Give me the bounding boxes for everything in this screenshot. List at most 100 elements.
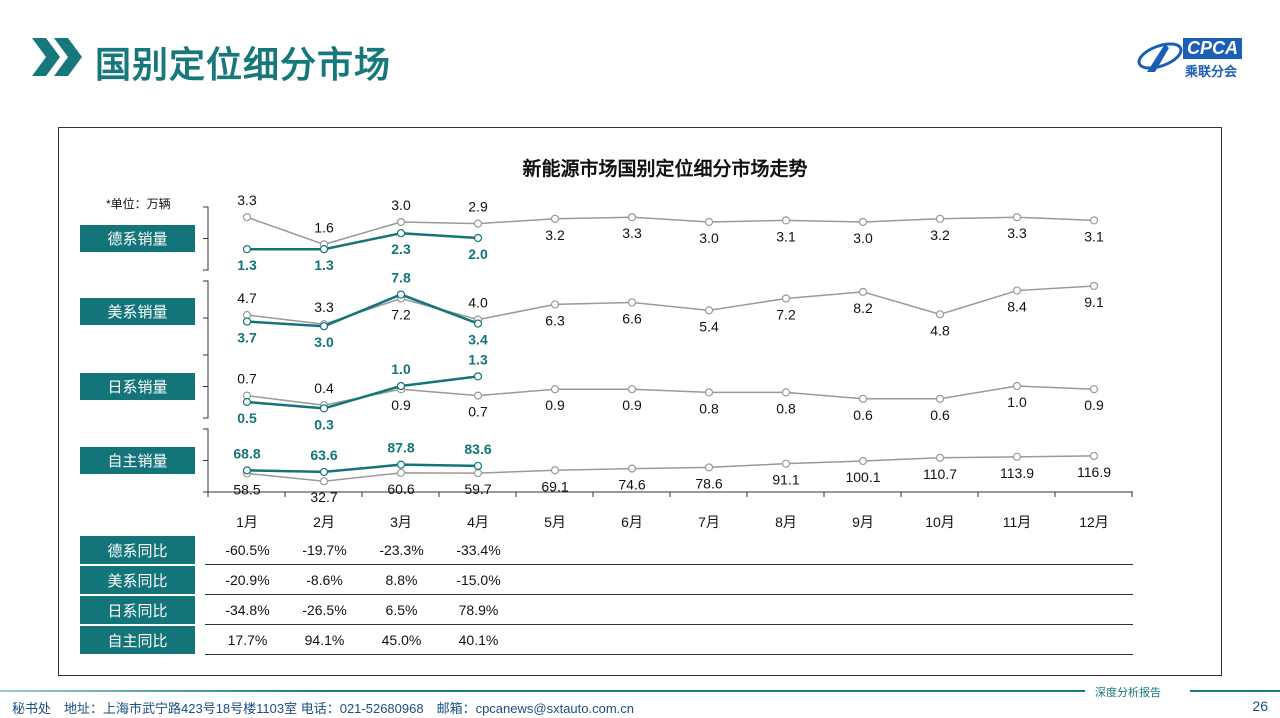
line-chart: 1月 2月 3月 4月 5月 6月 7月 8月 9月 10月 11月 12月 3.3 1.6 3.0 2.9 3… [203, 192, 1133, 530]
data-label: 91.1 [772, 472, 799, 488]
panel-label-german: 德系销量 [80, 225, 195, 252]
data-point [473, 219, 483, 228]
data-label: 4.8 [930, 322, 950, 338]
data-point [473, 319, 483, 328]
x-tick-label: 9月 [852, 514, 874, 530]
x-tick-label: 5月 [544, 514, 566, 530]
data-point [242, 317, 252, 326]
data-point [858, 456, 868, 466]
data-label: 0.4 [314, 380, 334, 396]
data-label: 1.3 [237, 257, 257, 273]
x-tick-label: 8月 [775, 514, 797, 530]
data-label: 3.3 [1007, 225, 1027, 241]
footer-tag: 深度分析报告 [1095, 686, 1161, 699]
data-label: 3.0 [314, 334, 334, 350]
data-label: 60.6 [387, 481, 414, 497]
data-label: 32.7 [310, 489, 337, 505]
data-point [704, 388, 714, 397]
data-label: 3.0 [391, 197, 411, 213]
data-point [242, 466, 252, 475]
data-point [627, 464, 637, 473]
data-label: 100.1 [845, 469, 880, 485]
data-point [319, 245, 329, 254]
data-point [1012, 213, 1022, 222]
data-point [396, 229, 406, 238]
data-label: 63.6 [310, 447, 337, 463]
data-label: 3.3 [622, 225, 642, 241]
table-cell: 6.5% [385, 602, 418, 618]
table-row-header: 日系同比 [80, 596, 195, 624]
data-point [396, 217, 406, 227]
data-point [396, 468, 406, 477]
x-tick-label: 2月 [313, 514, 335, 530]
data-point [858, 394, 868, 403]
table-cell: 45.0% [381, 632, 422, 648]
table-cell: 17.7% [227, 632, 268, 648]
data-label: 68.8 [233, 445, 260, 461]
data-point [935, 453, 945, 462]
table-cell: -19.7% [302, 542, 347, 558]
data-point [704, 306, 714, 315]
data-point [858, 287, 868, 296]
series-line-teal [246, 375, 479, 410]
panel-bracket [203, 280, 209, 356]
x-tick-label: 1月 [236, 514, 258, 530]
data-label: 1.3 [314, 257, 334, 273]
series-line-teal [246, 463, 479, 474]
data-point [473, 461, 483, 471]
x-tick-label: 10月 [925, 514, 955, 530]
data-label: 0.9 [1084, 397, 1104, 413]
x-tick-label: 4月 [467, 514, 489, 530]
data-point [242, 213, 252, 222]
data-label: 58.5 [233, 481, 260, 497]
data-point [396, 460, 406, 469]
data-label: 5.4 [699, 318, 719, 334]
data-point [935, 310, 945, 319]
data-label: 1.6 [314, 219, 334, 235]
data-point [781, 294, 791, 303]
data-point [781, 216, 791, 225]
unit-note: *单位：万辆 [106, 197, 171, 211]
data-point [858, 217, 868, 227]
table-row-divider [205, 594, 1133, 595]
data-label: 3.0 [853, 230, 873, 246]
data-label: 7.2 [776, 306, 796, 322]
data-label: 113.9 [1000, 465, 1034, 481]
data-point [1089, 385, 1099, 394]
data-label: 2.3 [391, 241, 411, 257]
data-point [473, 391, 483, 400]
table-cell: 8.8% [385, 572, 418, 588]
data-label: 6.6 [622, 310, 642, 326]
table-cell: -33.4% [456, 542, 501, 558]
table-cell: 78.9% [458, 602, 499, 618]
footer-divider [0, 690, 1085, 692]
data-point [781, 459, 791, 468]
data-point [473, 372, 483, 381]
data-point [1012, 381, 1022, 391]
data-point [627, 213, 637, 222]
table-row-header: 美系同比 [80, 566, 195, 594]
data-point [396, 290, 406, 299]
table-cell: -23.3% [379, 542, 424, 558]
table-row-divider [205, 654, 1133, 655]
data-label: 4.7 [237, 290, 257, 306]
table-cell: 94.1% [304, 632, 345, 648]
data-label: 3.0 [699, 230, 719, 246]
data-label: 3.2 [545, 227, 565, 243]
data-label: 110.7 [923, 466, 957, 482]
data-label: 83.6 [464, 441, 491, 457]
data-label: 78.6 [695, 475, 722, 491]
table-cell: -60.5% [225, 542, 270, 558]
page-number: 26 [1252, 698, 1268, 714]
data-label: 0.9 [622, 397, 642, 413]
data-label: 0.7 [237, 371, 257, 387]
data-label: 87.8 [387, 440, 414, 456]
data-label: 0.9 [545, 397, 565, 413]
series-line-grey [246, 216, 1095, 246]
data-point [473, 233, 483, 243]
data-point [935, 394, 945, 403]
data-label: 3.4 [468, 332, 488, 348]
data-point [1089, 216, 1099, 225]
table-cell: -26.5% [302, 602, 347, 618]
data-label: 0.6 [930, 407, 950, 423]
